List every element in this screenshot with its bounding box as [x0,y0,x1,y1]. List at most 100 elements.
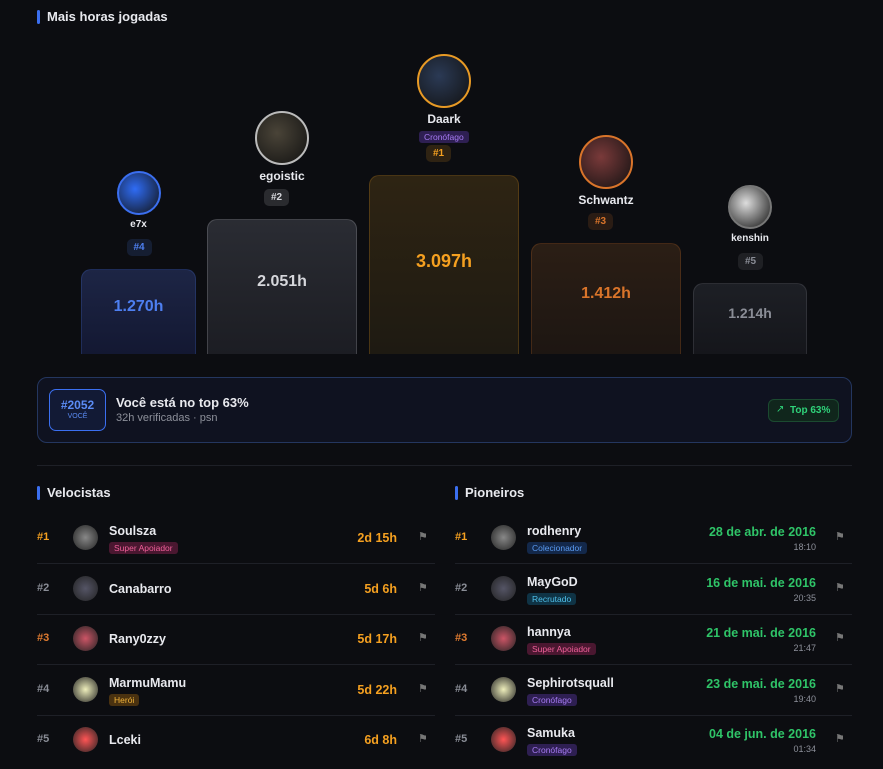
player-name: e7x [130,219,147,230]
flag-button[interactable]: ⚑ [835,632,845,644]
row-name: Soulsza [109,524,157,538]
row-divider [37,714,435,716]
tag: Colecionador [527,542,588,554]
row-time: 20:35 [793,592,816,603]
row-value: 5d 17h [357,632,397,646]
flag-button[interactable]: ⚑ [835,531,845,543]
player-name: Daark [427,112,461,126]
avatar [255,111,309,165]
avatar [491,727,516,752]
row-name: Canabarro [109,581,172,596]
avatar [73,525,98,550]
you-rank-box [49,389,106,431]
rank-badge: #4 [126,239,152,256]
flag-button[interactable]: ⚑ [835,733,845,745]
row-rank: #4 [455,682,468,695]
podium-hours: 3.097h [415,250,473,271]
flag-button[interactable]: ⚑ [418,733,428,745]
flag-button[interactable]: ⚑ [835,581,845,594]
row-rank: #4 [37,682,50,695]
section-title: Velocistas [47,485,111,500]
row-rank: #1 [455,531,468,543]
avatar [73,575,98,601]
flag-button[interactable]: ⚑ [418,581,428,594]
you-label: VOCÊ [67,413,88,420]
row-rank: #3 [37,632,50,644]
row-time: 18:10 [793,542,816,552]
flag-button[interactable]: ⚑ [418,632,428,644]
row-name: Rany0zzy [109,632,166,646]
row-divider [455,613,852,615]
row-date: 16 de mai. de 2016 [706,575,816,590]
tag: Super Apoiador [527,643,596,655]
avatar [728,185,772,229]
avatar [491,676,516,702]
section-bar [455,486,458,500]
row-time: 01:34 [793,744,816,754]
row-value: 5d 6h [364,581,397,596]
avatar [73,676,98,702]
tag: Super Apoiador [109,542,178,554]
row-date: 28 de abr. de 2016 [708,525,816,539]
row-rank: #3 [455,632,468,644]
flag-button[interactable]: ⚑ [835,682,845,695]
row-divider [455,714,852,716]
row-rank: #5 [455,733,468,745]
podium-block [531,243,681,354]
rank-badge: #2 [264,189,290,206]
row-name: hannya [527,625,571,639]
rank-badge: #5 [738,253,764,270]
podium-hours: 1.270h [113,297,164,315]
section-bar [37,10,40,24]
trend-icon: ↗ [776,404,785,415]
avatar [491,525,516,550]
podium-hours: 1.412h [581,284,631,302]
row-name: rodhenry [527,524,582,538]
avatar [73,626,98,651]
section-title: Pioneiros [465,485,525,500]
row-divider [37,563,435,564]
row-value: 6d 8h [364,733,397,747]
divider [37,465,852,466]
row-name: Lceki [109,733,141,747]
flag-button[interactable]: ⚑ [418,682,428,695]
avatar [491,626,516,651]
podium-block [693,283,807,354]
tag: Cronófago [527,693,577,706]
row-name: MayGoD [527,574,578,589]
row-date: 04 de jun. de 2016 [709,727,816,741]
section-bar [37,486,40,500]
podium-hours: 2.051h [257,272,307,290]
rank-badge: #3 [588,213,614,230]
tag: Herói [109,693,140,706]
row-name: MarmuMamu [109,675,187,690]
you-rank: #2052 [60,398,95,412]
row-divider [455,664,852,665]
row-time: 21:47 [793,643,816,653]
row-divider [455,563,852,564]
row-divider [37,664,435,665]
avatar [491,575,516,601]
player-name: Schwantz [578,193,634,207]
row-rank: #2 [37,581,50,594]
top-badge: Top 63% [790,405,831,416]
podium-block [81,269,196,354]
row-name: Sephirotsquall [527,675,614,690]
you-subtitle: 32h verificadas · psn [116,412,218,424]
podium-hours: 1.214h [728,304,772,321]
podium-block [207,219,357,354]
flag-button[interactable]: ⚑ [418,531,428,543]
row-rank: #1 [37,531,50,543]
row-name: Samuka [527,726,575,740]
you-card [37,377,852,443]
row-date: 23 de mai. de 2016 [706,676,816,691]
row-time: 19:40 [793,693,816,704]
avatar [116,171,161,215]
podium-block [369,175,519,354]
row-rank: #2 [455,581,468,594]
top-badge-box [768,399,839,422]
avatar [417,54,471,108]
row-value: 5d 22h [357,682,397,697]
player-name: egoistic [259,169,305,183]
